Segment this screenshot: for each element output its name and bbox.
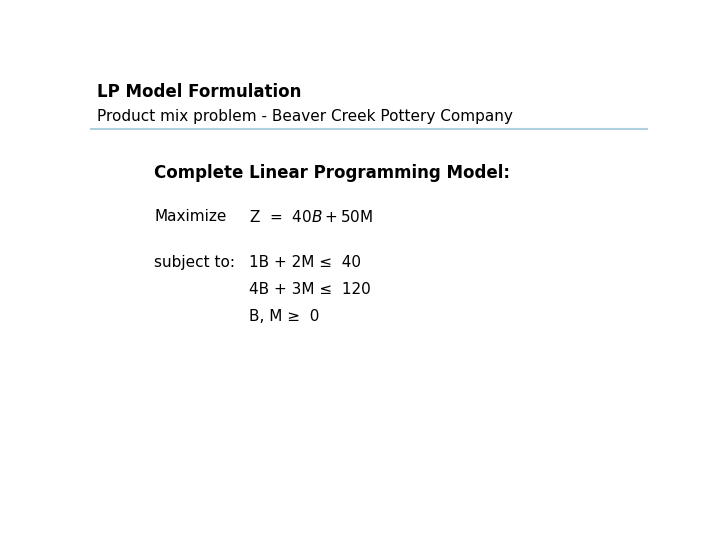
Text: subject to:: subject to:	[154, 255, 235, 270]
Text: B, M ≥  0: B, M ≥ 0	[249, 309, 320, 324]
Text: Complete Linear Programming Model:: Complete Linear Programming Model:	[154, 164, 510, 182]
Text: LP Model Formulation: LP Model Formulation	[96, 83, 301, 101]
Text: 1B + 2M ≤  40: 1B + 2M ≤ 40	[249, 255, 361, 270]
Text: Z  =  $40B + $50M: Z = $40B + $50M	[249, 208, 373, 225]
Text: 4B + 3M ≤  120: 4B + 3M ≤ 120	[249, 282, 371, 297]
Text: Maximize: Maximize	[154, 209, 227, 224]
Text: Product mix problem - Beaver Creek Pottery Company: Product mix problem - Beaver Creek Potte…	[96, 109, 513, 124]
